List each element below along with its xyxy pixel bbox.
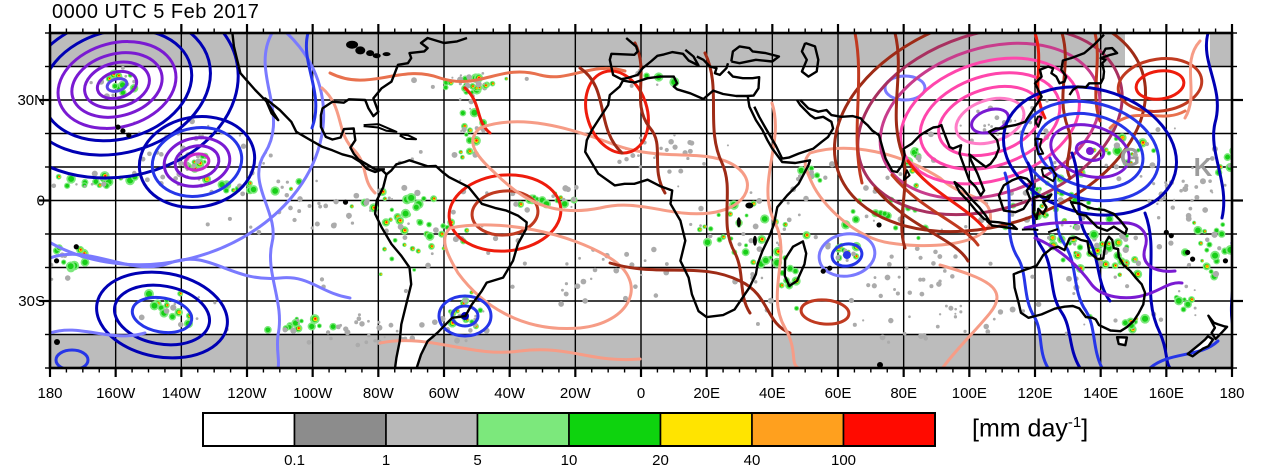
overlay-letter-G: G (1120, 142, 1140, 172)
contour-layer (50, 33, 1232, 368)
colorbar-segment-4 (568, 412, 662, 447)
lakes-and-islands (53, 40, 1229, 368)
lon-tick-label: 40W (494, 385, 526, 402)
lon-tick-label: 160W (96, 385, 136, 402)
coastline-layer (231, 33, 1229, 368)
axis-ticks (39, 24, 1243, 377)
lat-tick-label: 30S (18, 293, 45, 310)
colorbar-segment-0 (202, 412, 296, 447)
lon-tick-label: 180 (1219, 385, 1244, 402)
lon-tick-label: 20W (560, 385, 592, 402)
colorbar-segment-7 (842, 412, 936, 447)
lon-tick-label: 140E (1083, 385, 1118, 402)
lat-tick-label: 30N (17, 92, 45, 109)
colorbar-segment-2 (385, 412, 479, 447)
overlay-letter-K: K (1194, 152, 1213, 182)
lon-tick-label: 0 (637, 385, 645, 402)
lon-tick-label: 160E (1149, 385, 1184, 402)
colorbar-segment-6 (751, 412, 845, 447)
colorbar-boundary-label: 100 (831, 452, 856, 469)
unit-superscript: -1 (1067, 414, 1082, 431)
lon-tick-label: 20E (693, 385, 720, 402)
figure-title: 0000 UTC 5 Feb 2017 (52, 1, 260, 23)
colorbar-segment-3 (476, 412, 570, 447)
axis-labels: 180 160W 140W 120W 100W 80W 60W 40W 20W 0 20E 40E 60… (17, 92, 1244, 402)
lon-tick-label: 60W (429, 385, 461, 402)
colorbar-segment-5 (659, 412, 753, 447)
lon-tick-label: 100W (293, 385, 333, 402)
colorbar-boundary-label: 40 (744, 452, 761, 469)
lon-tick-label: 140W (162, 385, 202, 402)
colorbar: 0.1 1 5 10 20 40 100 (202, 412, 936, 469)
colorbar-segment-1 (293, 412, 387, 447)
unit-suffix: ] (1081, 414, 1089, 443)
lon-tick-label: 120E (1017, 385, 1052, 402)
colorbar-boundary-label: 0.1 (284, 452, 305, 469)
lon-tick-label: 120W (227, 385, 267, 402)
lon-tick-label: 80E (890, 385, 917, 402)
lon-tick-label: 80W (363, 385, 395, 402)
lon-tick-label: 100E (952, 385, 987, 402)
lon-tick-label: 60E (825, 385, 852, 402)
lat-tick-label: 0 (37, 193, 45, 210)
unit-prefix: [mm day (972, 414, 1068, 443)
lon-tick-label: 180 (37, 385, 62, 402)
colorbar-unit-label: [mm day-1] (972, 414, 1088, 443)
colorbar-boundary-label: 5 (473, 452, 481, 469)
colorbar-boundary-label: 10 (561, 452, 578, 469)
colorbar-boundary-label: 1 (382, 452, 390, 469)
colorbar-boundary-label: 20 (652, 452, 669, 469)
lon-tick-label: 40E (759, 385, 786, 402)
